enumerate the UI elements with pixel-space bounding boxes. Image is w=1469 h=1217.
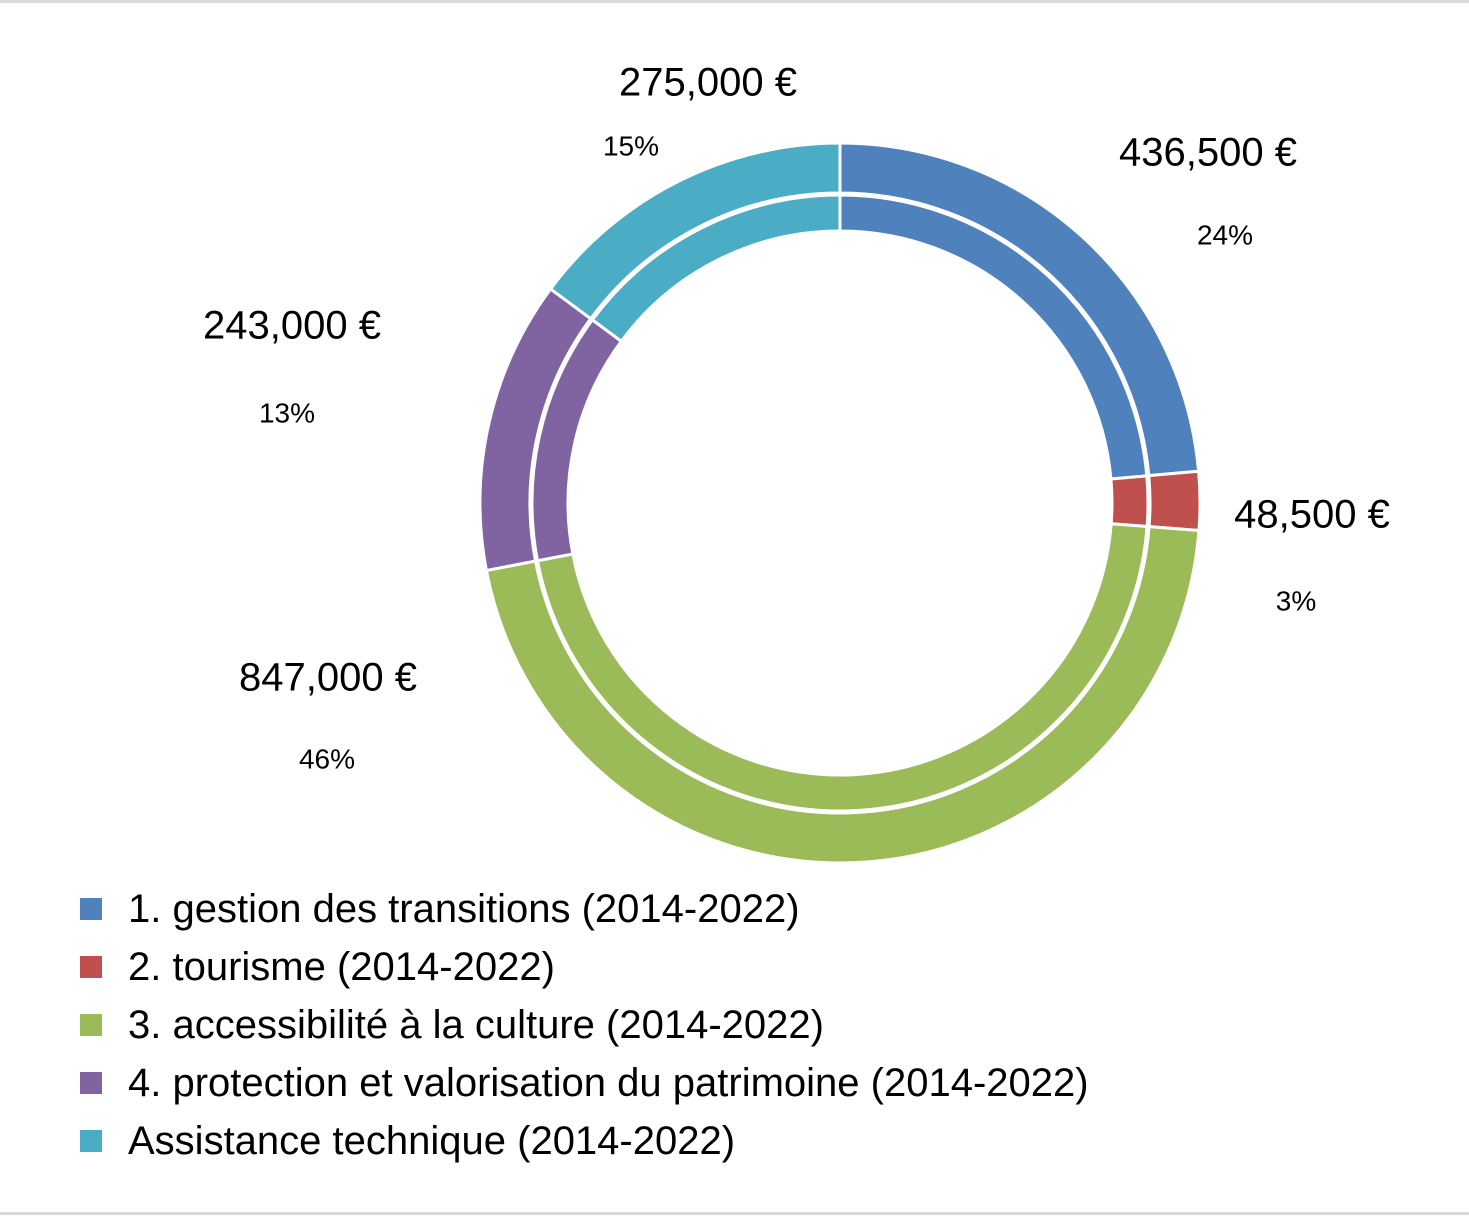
percent-label-4-protection-et-valorisation-du-patrimoine-2014-2022: 13%: [259, 397, 315, 428]
legend-item-2-tourisme-2014-2022: 2. tourisme (2014-2022): [80, 938, 1089, 996]
legend-label: 3. accessibilité à la culture (2014-2022…: [128, 1002, 824, 1047]
legend-label: 4. protection et valorisation du patrimo…: [128, 1060, 1089, 1105]
outer-ring-slice-1-gestion-des-transitions-2014-2022: [838, 141, 1201, 478]
chart-legend: 1. gestion des transitions (2014-2022) 2.…: [80, 880, 1089, 1170]
percent-label-1-gestion-des-transitions-2014-2022: 24%: [1197, 219, 1253, 250]
legend-item-1-gestion-des-transitions-2014-2022: 1. gestion des transitions (2014-2022): [80, 880, 1089, 938]
legend-item-4-protection-et-valorisation-du-patrimoine-2014-2022: 4. protection et valorisation du patrimo…: [80, 1054, 1089, 1112]
value-label-2-tourisme-2014-2022: 48,500 €: [1234, 493, 1390, 537]
legend-label: 1. gestion des transitions (2014-2022): [128, 886, 800, 931]
value-label-3-accessibilite-a-la-culture-2014-2022: 847,000 €: [239, 656, 417, 700]
legend-label: Assistance technique (2014-2022): [128, 1118, 736, 1163]
percent-label-2-tourisme-2014-2022: 3%: [1276, 585, 1316, 616]
inner-ring-slice-1-gestion-des-transitions-2014-2022: [838, 193, 1149, 481]
inner-ring: [530, 193, 1150, 813]
legend-item-assistance-technique-2014-2022: Assistance technique (2014-2022): [80, 1112, 1089, 1170]
value-label-assistance-technique-2014-2022: 275,000 €: [619, 61, 797, 105]
doughnut-chart: 436,500 € 24% 48,500 € 3% 847,000 € 46% 243,00…: [203, 61, 1390, 865]
bottom-border: [0, 1212, 1469, 1215]
legend-swatch: [80, 1014, 102, 1036]
value-label-1-gestion-des-transitions-2014-2022: 436,500 €: [1119, 131, 1297, 175]
legend-swatch: [80, 956, 102, 978]
legend-swatch: [80, 898, 102, 920]
outer-ring-slice-assistance-technique-2014-2022: [548, 141, 842, 321]
legend-swatch: [80, 1130, 102, 1152]
legend-swatch: [80, 1072, 102, 1094]
outer-ring: [478, 141, 1202, 865]
value-label-4-protection-et-valorisation-du-patrimoine-2014-2022: 243,000 €: [203, 304, 381, 348]
outer-ring-slice-2-tourisme-2014-2022: [1147, 469, 1202, 533]
outer-ring-slice-3-accessibilite-a-la-culture-2014-2022: [484, 525, 1201, 865]
top-border: [0, 0, 1469, 3]
legend-label: 2. tourisme (2014-2022): [128, 944, 555, 989]
percent-label-3-accessibilite-a-la-culture-2014-2022: 46%: [299, 743, 355, 774]
inner-ring-slice-assistance-technique-2014-2022: [590, 193, 842, 344]
legend-item-3-accessibilite-a-la-culture-2014-2022: 3. accessibilité à la culture (2014-2022…: [80, 996, 1089, 1054]
inner-ring-slice-2-tourisme-2014-2022: [1109, 474, 1150, 529]
percent-label-assistance-technique-2014-2022: 15%: [603, 130, 659, 161]
